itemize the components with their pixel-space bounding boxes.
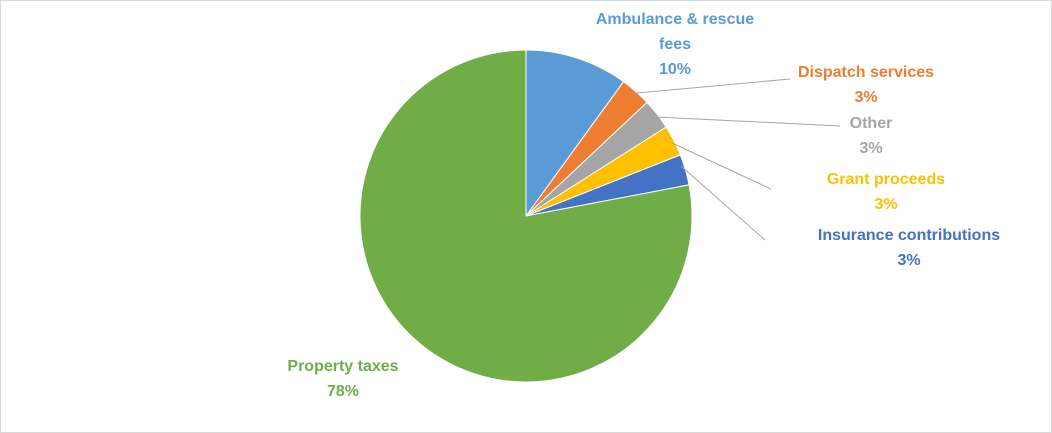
data-label-category: Ambulance & rescue — [596, 11, 754, 28]
leader-lines — [636, 78, 841, 241]
data-label-insurance-contributions: Insurance contributions 3% — [818, 227, 1000, 269]
data-label-percent: 3% — [859, 140, 882, 157]
data-label-category: Other — [850, 115, 893, 132]
data-label-grant-proceeds: Grant proceeds 3% — [827, 171, 945, 213]
data-label-category: Grant proceeds — [827, 171, 945, 188]
pie-slice-property-taxes — [359, 49, 693, 383]
data-label-percent: 78% — [327, 383, 359, 400]
data-labels: Ambulance & rescue fees 10% Dispatch servic… — [287, 11, 1000, 400]
data-label-category: Property taxes — [287, 358, 398, 375]
pie-slice-ambulance-and-rescue-fees — [525, 49, 625, 218]
data-label-category: Dispatch services — [798, 64, 934, 81]
data-label-ambulance-and-rescue-fees: Ambulance & rescue fees 10% — [596, 11, 754, 78]
leader-line-other — [655, 116, 841, 127]
data-label-category: Insurance contributions — [818, 227, 1000, 244]
data-label-dispatch-services: Dispatch services 3% — [798, 64, 934, 106]
data-label-percent: 3% — [874, 196, 897, 213]
leader-line-insurance-contributions — [680, 165, 766, 241]
data-label-other: Other 3% — [850, 115, 893, 157]
leader-line-dispatch-services — [636, 78, 791, 94]
data-label-percent: 10% — [659, 61, 691, 78]
pie-slices — [359, 49, 693, 383]
data-label-property-taxes: Property taxes 78% — [287, 358, 398, 400]
data-label-percent: 3% — [897, 252, 920, 269]
leader-line-grant-proceeds — [669, 141, 772, 190]
data-label-percent: 3% — [854, 89, 877, 106]
data-label-category: fees — [659, 36, 691, 53]
